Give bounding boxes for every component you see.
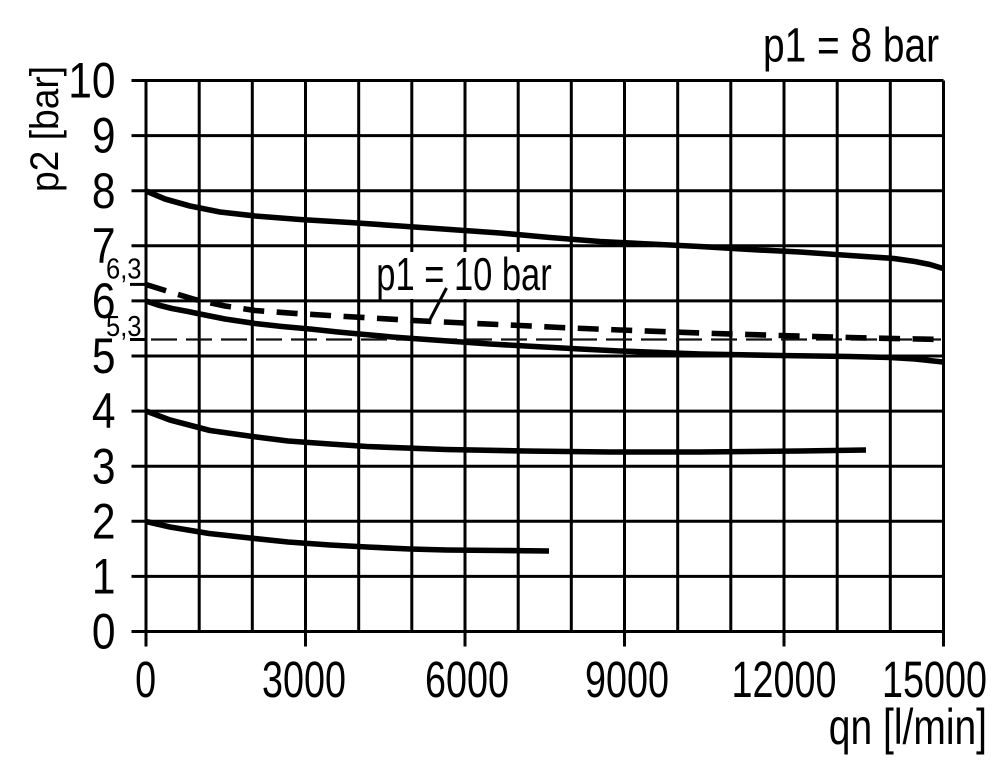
svg-text:3: 3 — [92, 438, 116, 494]
svg-text:1: 1 — [92, 548, 116, 604]
svg-text:2: 2 — [92, 493, 116, 549]
svg-text:3000: 3000 — [262, 650, 346, 708]
svg-text:9000: 9000 — [585, 650, 669, 708]
svg-text:p1 = 10 bar: p1 = 10 bar — [376, 248, 551, 300]
svg-text:12000: 12000 — [732, 650, 837, 708]
svg-text:qn [l/min]: qn [l/min] — [829, 698, 987, 755]
svg-text:8: 8 — [92, 163, 116, 219]
svg-text:15000: 15000 — [882, 650, 987, 708]
svg-text:6000: 6000 — [425, 650, 509, 708]
svg-text:p2 [bar]: p2 [bar] — [23, 66, 68, 192]
svg-text:6: 6 — [92, 273, 116, 329]
svg-text:9: 9 — [92, 107, 116, 163]
svg-text:0: 0 — [92, 603, 116, 659]
svg-text:6,3: 6,3 — [106, 252, 141, 285]
svg-text:p1 = 8 bar: p1 = 8 bar — [763, 19, 939, 73]
svg-text:7: 7 — [92, 218, 116, 274]
svg-text:10: 10 — [68, 52, 115, 108]
svg-text:5: 5 — [92, 328, 116, 384]
svg-text:5,3: 5,3 — [106, 309, 141, 342]
svg-text:4: 4 — [92, 383, 116, 439]
svg-text:0: 0 — [135, 650, 156, 708]
